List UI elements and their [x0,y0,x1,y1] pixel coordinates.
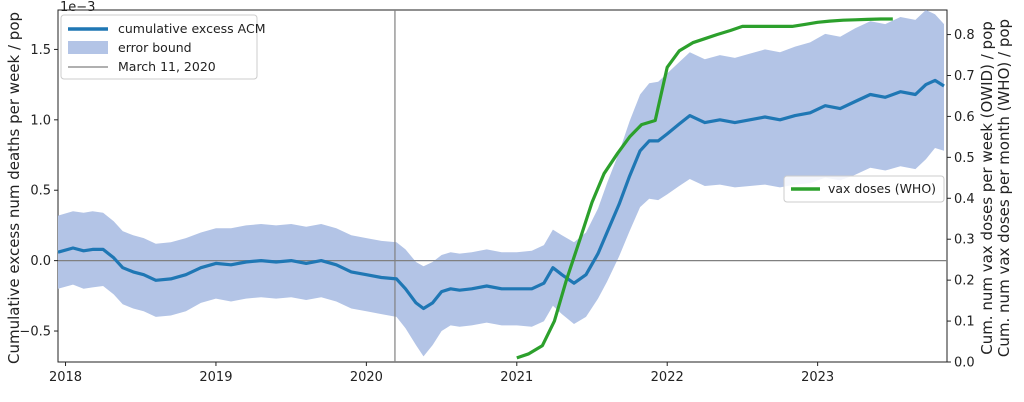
right-tick-label: 0.0 [954,356,975,371]
x-tick-label: 2019 [199,370,232,385]
excess-acm-line [57,78,945,311]
left-axis-label: Cumulative excess num deaths per week / … [5,12,23,364]
right-tick-label: 0.2 [954,274,975,289]
series-line-layer [57,17,945,360]
error-bound-band-layer [58,10,944,357]
right-tick-label: 0.7 [954,69,975,84]
left-tick-label: 1.0 [30,113,51,128]
legend-label-excess: cumulative excess ACM [118,21,266,36]
x-tick-label: 2021 [500,370,533,385]
left-tick-label: 0.5 [30,184,51,199]
right-tick-label: 0.4 [954,192,975,207]
left-tick-label: 0.0 [30,254,51,269]
right-tick-label: 0.6 [954,110,975,125]
right-tick-label: 0.3 [954,233,975,248]
legend-left-box [60,14,258,80]
right-axis-label-owid: Cum. num vax doses per week (OWID) / pop [978,21,996,355]
right-tick-label: 0.8 [954,28,975,43]
left-axis-scale-label: 1e−3 [60,0,95,15]
x-tick-label: 2022 [651,370,684,385]
right-tick-label: 0.1 [954,315,975,330]
vax-doses-line [516,17,893,360]
right-tick-label: 0.5 [954,151,975,166]
x-tick-label: 2023 [801,370,834,385]
error-bound-band [58,10,944,357]
legend-right: vax doses (WHO) [783,175,945,203]
legend-label-reference: March 11, 2020 [118,59,216,74]
right-axis-label-who: Cum. num vax doses per month (WHO) / pop [995,19,1013,357]
left-tick-label: −0.5 [19,325,51,340]
left-tick-label: 1.5 [30,43,51,58]
legend-label-vax: vax doses (WHO) [828,181,936,196]
x-tick-label: 2018 [49,370,82,385]
x-tick-label: 2020 [350,370,383,385]
plot-frame [57,9,948,363]
reference-line-layer [58,10,947,362]
legend-left: cumulative excess ACM error bound March … [60,14,266,80]
axes-layer: 2018 2019 2020 2021 2022 2023 −0.5 0.0 0.5 1.0 1.5… [19,28,974,385]
legend-right-box [783,175,945,203]
legend-swatch-error-bound [68,41,108,54]
plot-area-border [57,9,948,363]
legend-label-error-bound: error bound [118,40,192,55]
